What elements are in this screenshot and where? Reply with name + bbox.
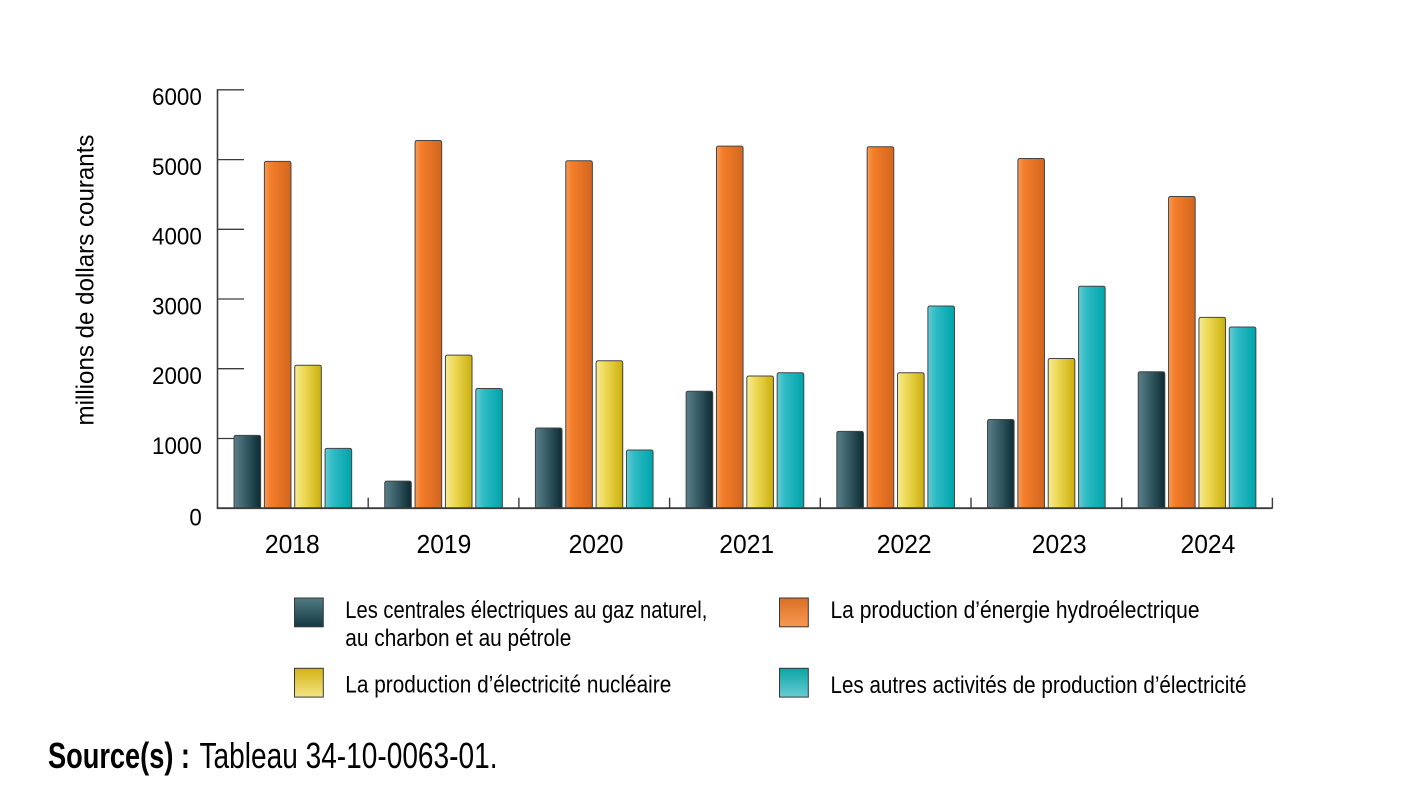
- svg-text:1000: 1000: [152, 433, 202, 460]
- svg-text:Les centrales électriques au g: Les centrales électriques au gaz naturel…: [345, 597, 707, 624]
- svg-text:millions de dollars courants: millions de dollars courants: [72, 135, 100, 426]
- svg-text:2024: 2024: [1181, 531, 1236, 559]
- svg-text:0: 0: [189, 505, 201, 532]
- svg-text:5000: 5000: [152, 154, 202, 181]
- svg-text:2021: 2021: [719, 531, 774, 559]
- svg-text:La production d’énergie hydroé: La production d’énergie hydroélectrique: [831, 597, 1200, 624]
- svg-text:Source(s) :Tableau 34-10-0063-: Source(s) : Tableau 34-10-0063-01.: [48, 735, 498, 776]
- svg-text:2019: 2019: [417, 531, 472, 559]
- svg-text:2023: 2023: [1032, 531, 1087, 559]
- svg-text:2018: 2018: [265, 531, 320, 559]
- svg-text:3000: 3000: [152, 293, 202, 320]
- svg-text:2020: 2020: [569, 531, 624, 559]
- svg-text:4000: 4000: [152, 224, 202, 251]
- svg-text:2000: 2000: [152, 363, 202, 390]
- svg-text:La production d’électricité nu: La production d’électricité nucléaire: [345, 672, 671, 699]
- svg-text:2022: 2022: [877, 531, 932, 559]
- svg-text:au charbon et au pétrole: au charbon et au pétrole: [345, 625, 571, 652]
- svg-text:6000: 6000: [152, 84, 202, 111]
- svg-text:Les autres activités de produc: Les autres activités de production d’éle…: [831, 672, 1247, 699]
